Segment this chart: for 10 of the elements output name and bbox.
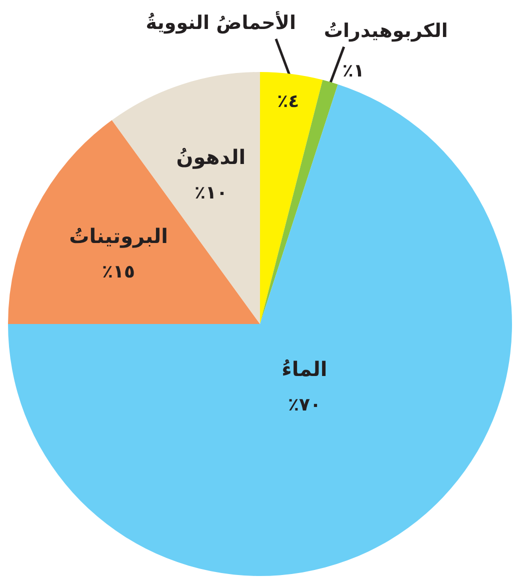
data-label: ٧٠٪	[288, 394, 321, 416]
data-label: ١٥٪	[102, 261, 136, 282]
slice-label: الماءُ	[282, 357, 328, 382]
slice-label: الدهونُ	[176, 145, 246, 170]
slice-label: البروتيناتُ	[69, 224, 168, 248]
slice-label: الأحماضُ النوويةُ	[146, 10, 296, 34]
data-label: ١٪	[342, 60, 364, 82]
data-label: ٤٪	[277, 90, 300, 112]
slice-label: الكربوهيدراتُ	[324, 20, 448, 42]
data-label: ١٠٪	[194, 182, 228, 204]
